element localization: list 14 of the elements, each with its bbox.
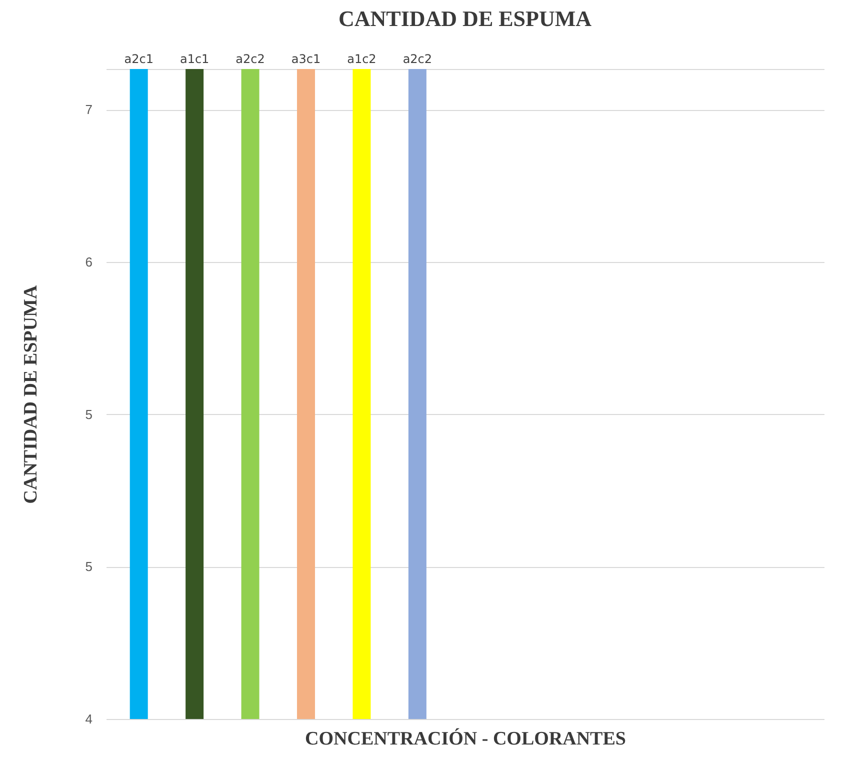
y-axis-title: CANTIDAD DE ESPUMA xyxy=(20,284,42,504)
y-tick-label: 4 xyxy=(85,712,92,726)
x-tick-label: a3c1 xyxy=(291,52,321,66)
y-tick-label: 5 xyxy=(85,559,92,574)
x-tick-label: a2c2 xyxy=(402,52,432,66)
x-axis-title: CONCENTRACIÓN - COLORANTES xyxy=(305,728,626,750)
y-tick-label: 5 xyxy=(85,406,92,422)
x-tick-label: a1c1 xyxy=(180,52,210,66)
x-tick-label: a2c1 xyxy=(124,52,154,66)
x-tick-label: a2c2 xyxy=(236,52,265,66)
y-tick-label: 6 xyxy=(85,254,92,270)
y-tick-label: 7 xyxy=(85,102,92,118)
x-tick-label: a1c2 xyxy=(347,52,376,66)
chart-title: CANTIDAD DE ESPUMA xyxy=(338,6,592,31)
